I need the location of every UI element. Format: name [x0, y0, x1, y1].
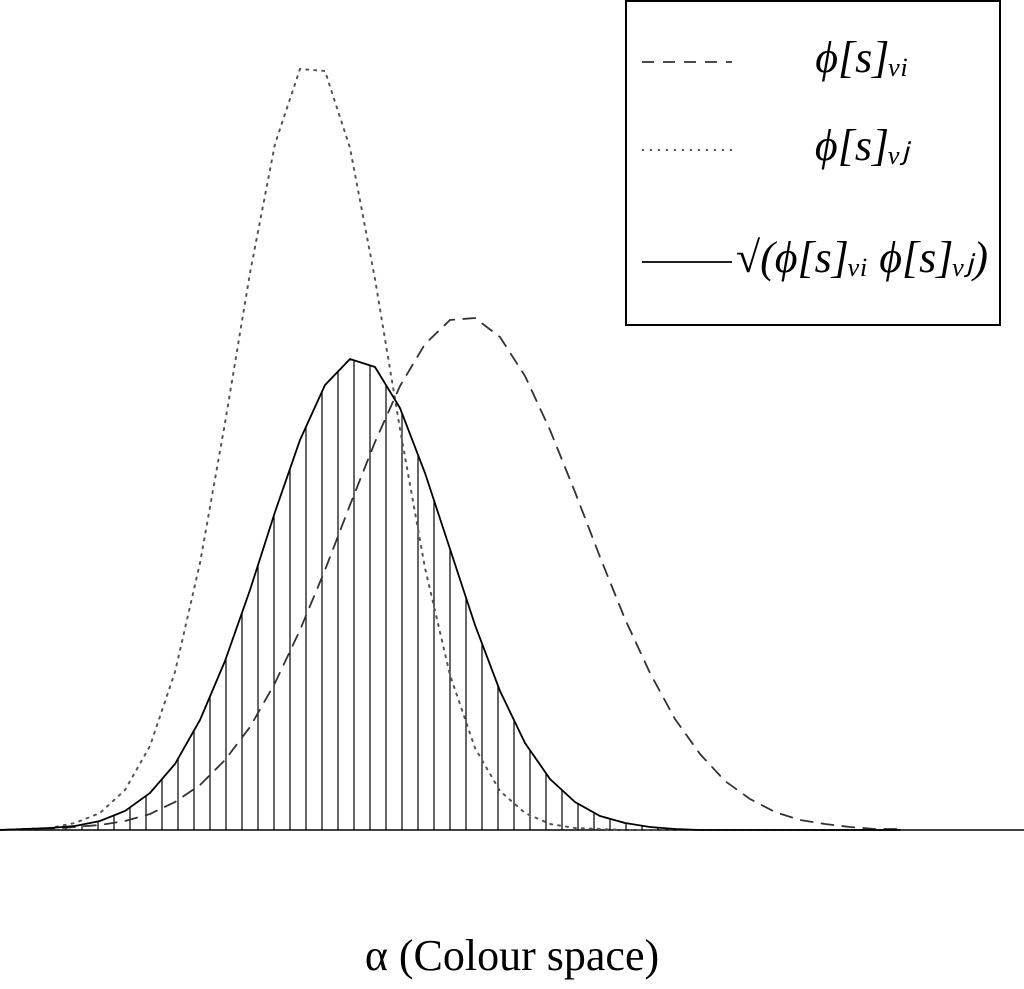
legend-label: ϕ[s]ᵥᵢ	[815, 33, 908, 82]
legend: ϕ[s]ᵥᵢ ϕ[s]ᵥⱼ √(ϕ[s]ᵥᵢ ϕ[s]ᵥⱼ)	[625, 0, 1001, 326]
legend-label: ϕ[s]ᵥⱼ	[815, 121, 911, 170]
legend-label: √(ϕ[s]ᵥᵢ ϕ[s]ᵥⱼ)	[736, 233, 988, 282]
legend-box	[625, 0, 1001, 326]
series-line	[0, 317, 901, 831]
x-axis-label: α (Colour space)	[365, 931, 659, 980]
series-line	[0, 357, 901, 831]
